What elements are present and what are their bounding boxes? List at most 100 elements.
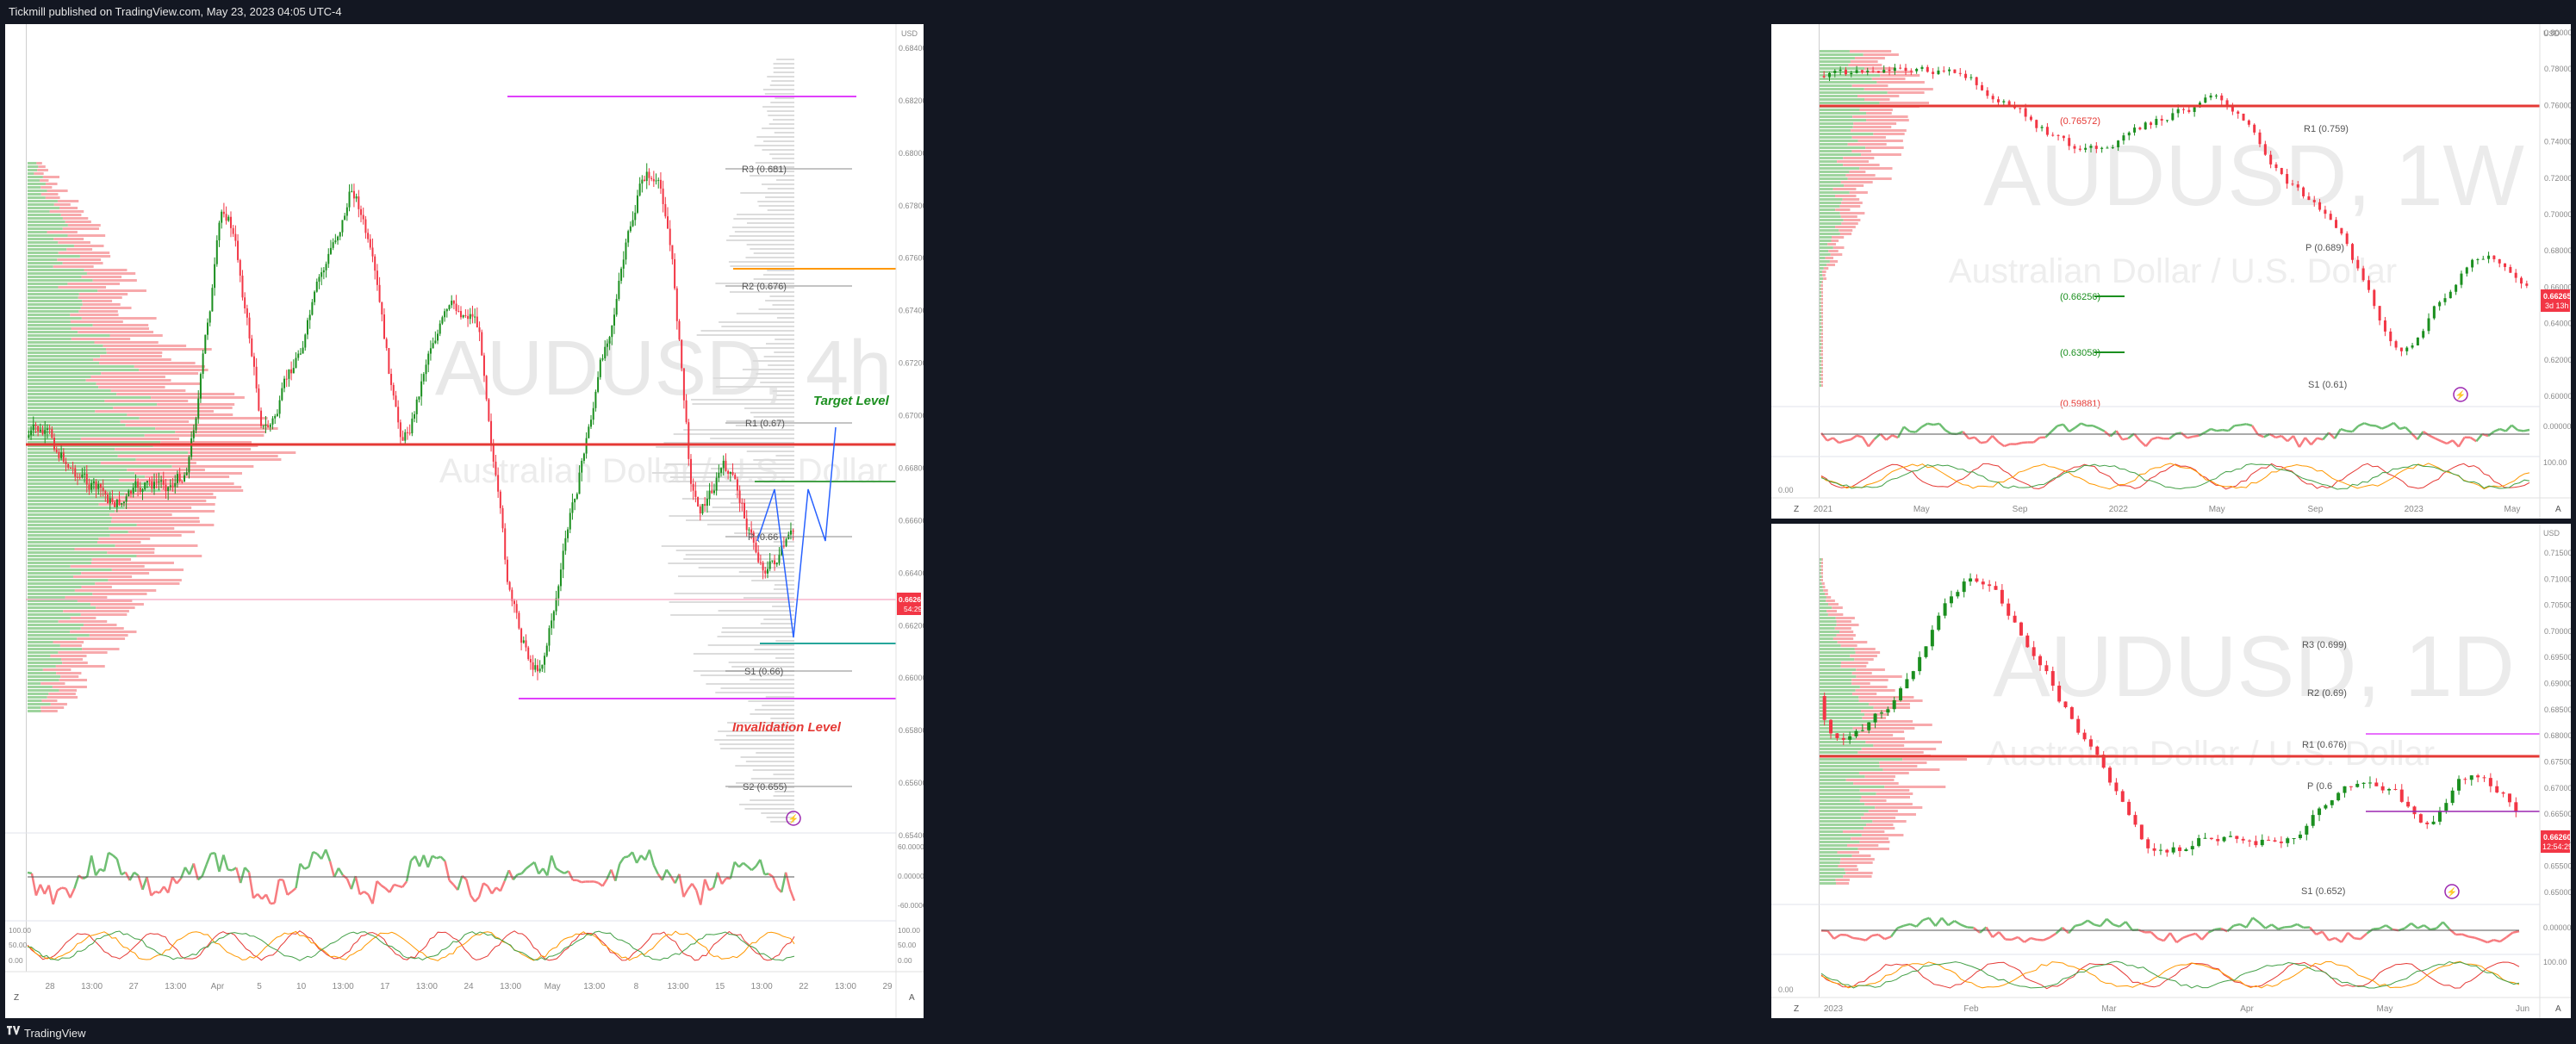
weekly-vp-bar [1821,357,1823,359]
weekly-vp-bar [1839,233,1852,235]
main-vp-bar [28,569,112,571]
daily-osc1-line-seg [1864,935,1873,941]
main-currency-label: USD [901,29,918,38]
main-vp-bar [28,200,58,202]
main-vp-bar [70,565,145,568]
weekly-candle-body [2263,144,2267,155]
main-auto-button[interactable]: A [909,993,915,1003]
main-candle-body [701,504,704,514]
main-rhist-bar [750,248,794,250]
weekly-osc1-line-seg [2251,425,2259,436]
main-candle-body [522,640,525,643]
main-price-axis[interactable] [896,24,924,1018]
weekly-chart-panel[interactable]: AUDUSD, 1W Australian Dollar / U.S. Doll… [1771,24,2571,519]
main-rhist-bar [736,782,794,784]
main-candle-body [748,529,750,531]
weekly-candle-body [2481,258,2485,260]
daily-candle-body [1899,688,1903,700]
main-chart-svg[interactable]: AUDUSD, 4h Australian Dollar / U.S. Doll… [5,24,924,1018]
weekly-vp-bar [1827,243,1837,245]
main-vp-bar [28,575,73,578]
daily-zoom-button[interactable]: Z [1794,1004,1799,1014]
osc1-line-seg [354,875,361,895]
main-candle-body [678,320,681,340]
main-candle-body [718,472,720,478]
daily-candle-body [1829,719,1833,734]
weekly-vp-bar [1820,315,1822,318]
weekly-vp-bar [1821,377,1823,380]
daily-chart-panel[interactable]: AUDUSD, 1D Australian Dollar / U.S. Doll… [1771,524,2571,1018]
daily-candle-body [2463,779,2467,780]
weekly-osc1-line-seg [2469,436,2478,443]
main-vp-bar [160,489,244,492]
main-vp-bar [58,651,108,654]
weekly-osc1-line-seg [2446,439,2454,445]
weekly-vp-bar [1821,384,1823,387]
daily-alert-icon[interactable]: ⚡ [2444,884,2460,899]
osc1-line-seg [465,879,472,896]
main-candle-body [557,586,560,599]
main-candle-body [28,435,30,438]
main-vp-bar [28,489,161,492]
main-vp-bar [28,355,101,357]
main-vp-bar [136,555,202,557]
main-zoom-button[interactable]: Z [14,993,19,1003]
daily-auto-button[interactable]: A [2555,1004,2561,1014]
daily-osc1-line-seg [2194,932,2203,941]
main-rhist-bar [734,532,794,534]
main-candle-body [738,490,741,503]
main-vp-bar [144,434,264,437]
main-vp-bar [28,410,96,413]
main-candle-body [160,480,163,482]
daily-vp-bar [1876,792,1913,795]
main-candle-body [574,499,576,503]
main-vp-bar [151,396,245,399]
daily-candle-body [1956,592,1960,597]
main-vp-bar [49,210,84,213]
weekly-watermark-desc: Australian Dollar / U.S. Dollar [1949,252,2397,290]
daily-vp-bar [1820,689,1856,692]
weekly-vp-bar [1837,160,1870,163]
main-candle-body [222,211,225,214]
osc1-line-seg [371,880,378,904]
main-candle-body [290,369,293,374]
weekly-osc1-line-seg [2181,432,2188,439]
main-rhist-bar [735,765,794,767]
alert-icon[interactable]: ⚡ [786,811,801,826]
daily-candle-body [2469,775,2473,780]
weekly-price-axis[interactable] [2540,24,2571,519]
weekly-candle-body [2073,146,2076,149]
main-vp-bar [34,172,44,175]
main-candle-body [109,498,111,504]
main-chart-panel[interactable]: AUDUSD, 4h Australian Dollar / U.S. Doll… [5,24,924,1018]
main-watermark-desc: Australian Dollar / U.S. Dollar [439,452,887,490]
weekly-zoom-button[interactable]: Z [1794,505,1799,514]
osc2-tick-top: 100.00 [9,926,31,935]
weekly-osc1-line-seg [1903,426,1911,432]
daily-osc1-line-seg [2017,935,2025,943]
weekly-alert-icon[interactable]: ⚡ [2453,387,2468,402]
weekly-vp-bar [1820,171,1850,173]
osc1-line-seg [350,875,357,890]
main-x-tick: 13:00 [583,982,605,991]
main-candle-body [348,191,351,208]
main-candle-body [141,488,144,492]
weekly-chart-svg[interactable]: AUDUSD, 1W Australian Dollar / U.S. Doll… [1771,24,2571,519]
weekly-vp-bar [1820,102,1880,104]
main-candle-body [699,506,701,514]
main-candle-body [736,479,738,491]
weekly-vp-bar [1866,119,1909,121]
main-candle-body [260,410,263,426]
main-vp-bar [28,420,121,423]
weekly-osc1-line-seg [2340,427,2348,432]
main-vp-bar [28,548,75,550]
main-candle-body [255,366,258,388]
main-vp-bar [28,486,154,488]
footer-bar: TradingView [0,1022,2576,1044]
weekly-osc1-line-seg [2115,430,2124,440]
main-candle-body [190,438,193,457]
daily-price-axis[interactable] [2540,524,2571,1018]
weekly-auto-button[interactable]: A [2555,505,2561,514]
daily-vp-bar [1820,851,1838,854]
daily-chart-svg[interactable]: AUDUSD, 1D Australian Dollar / U.S. Doll… [1771,524,2571,1018]
